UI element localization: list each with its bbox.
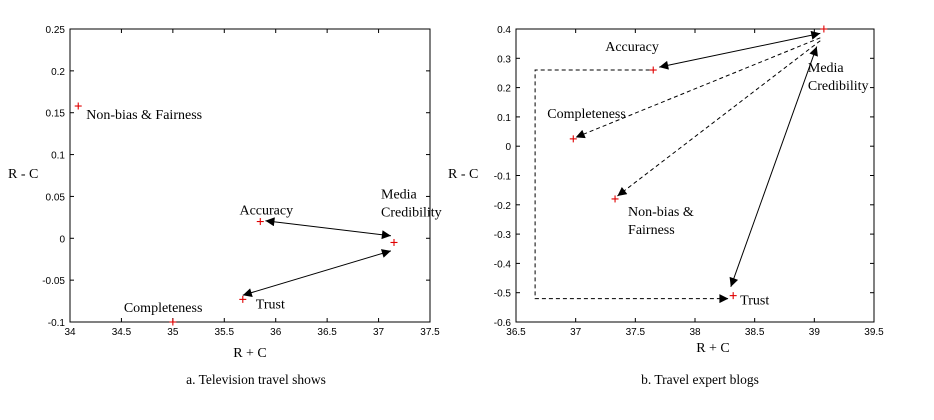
point-label: Trust bbox=[256, 297, 285, 312]
x-axis-label-a: R + C bbox=[233, 346, 267, 361]
x-tick-label: 36 bbox=[270, 327, 282, 338]
y-tick-label: -0.1 bbox=[494, 172, 512, 183]
y-tick-label: -0.4 bbox=[494, 259, 512, 270]
y-tick-label: 0 bbox=[505, 142, 511, 153]
relation-arrow bbox=[265, 217, 391, 240]
point-label: Accuracy bbox=[239, 204, 293, 219]
point-label: Completeness bbox=[547, 107, 626, 122]
y-tick-label: 0.15 bbox=[46, 109, 66, 120]
x-tick-label: 37 bbox=[570, 327, 582, 338]
x-tick-label: 35.5 bbox=[215, 327, 235, 338]
chart-panel-television-travel-shows: 34 34.5 35 35.5 36 36.5 37 37.5 -0.1 -0.05 0 0.05 0.… bbox=[8, 25, 442, 387]
point-label: Accuracy bbox=[605, 40, 659, 55]
y-tick-label: 0.1 bbox=[51, 151, 65, 162]
relation-arrow bbox=[729, 46, 818, 288]
x-tick-label: 35 bbox=[167, 327, 179, 338]
point-label: Media Credibility bbox=[808, 61, 869, 94]
y-tick-label: -0.3 bbox=[494, 230, 512, 241]
data-point bbox=[569, 135, 577, 143]
x-tick-label: 38.5 bbox=[745, 327, 765, 338]
x-tick-label: 36.5 bbox=[506, 327, 526, 338]
y-tick-label: -0.1 bbox=[48, 318, 66, 329]
x-axis-label-b: R + C bbox=[696, 341, 730, 356]
data-point bbox=[820, 25, 828, 33]
x-tick-label: 37.5 bbox=[420, 327, 440, 338]
y-tick-label: 0.2 bbox=[51, 67, 65, 78]
y-tick-label: 0.4 bbox=[497, 25, 511, 36]
y-tick-label: -0.05 bbox=[42, 276, 65, 287]
y-tick-label: 0.05 bbox=[46, 192, 66, 203]
arrows-a bbox=[242, 217, 392, 297]
arrows-b bbox=[534, 30, 821, 304]
relation-arrow bbox=[242, 249, 392, 297]
point-label: Non-bias & Fairness bbox=[86, 108, 202, 123]
y-tick-label: 0.3 bbox=[497, 54, 511, 65]
labels-b: Accuracy Media Credibility Completeness Non-… bbox=[547, 40, 868, 309]
y-tick-label: 0.25 bbox=[46, 25, 66, 36]
y-axis-label-b: R - C bbox=[448, 167, 478, 182]
point-label: Trust bbox=[740, 294, 769, 309]
y-axis-label-a: R - C bbox=[8, 167, 38, 182]
data-point bbox=[390, 238, 398, 246]
x-tick-label: 37.5 bbox=[626, 327, 646, 338]
x-tick-label: 39 bbox=[809, 327, 821, 338]
point-label: Completeness bbox=[124, 301, 203, 316]
data-point bbox=[611, 195, 619, 203]
x-tick-label: 39.5 bbox=[864, 327, 884, 338]
y-tick-label: -0.6 bbox=[494, 318, 512, 329]
relation-arrow bbox=[534, 69, 729, 304]
ticks-a: 34 34.5 35 35.5 36 36.5 37 37.5 -0.1 -0.05 0 0.05 0.… bbox=[42, 25, 440, 338]
x-tick-label: 34.5 bbox=[112, 327, 132, 338]
y-tick-label: 0.1 bbox=[497, 113, 511, 124]
y-tick-label: -0.5 bbox=[494, 289, 512, 300]
labels-a: Non-bias & Fairness Accuracy Media Credibil… bbox=[86, 108, 441, 316]
x-tick-label: 34 bbox=[64, 327, 76, 338]
data-point bbox=[239, 295, 247, 303]
data-point bbox=[649, 66, 657, 74]
data-point bbox=[169, 318, 177, 326]
chart-panel-travel-expert-blogs: 36.5 37 37.5 38 38.5 39 39.5 -0.6 -0.5 -0.4 -0.3 -0… bbox=[448, 25, 884, 387]
x-tick-label: 36.5 bbox=[317, 327, 337, 338]
plot-area-a bbox=[69, 28, 431, 323]
caption-b: b. Travel expert blogs bbox=[641, 372, 759, 387]
point-label: Non-bias & Fairness bbox=[628, 205, 694, 238]
data-point bbox=[729, 292, 737, 300]
caption-a: a. Television travel shows bbox=[186, 372, 326, 387]
y-tick-label: -0.2 bbox=[494, 201, 512, 212]
y-tick-label: 0.2 bbox=[497, 84, 511, 95]
points-a bbox=[74, 102, 398, 326]
point-label: Media Credibility bbox=[381, 187, 442, 220]
points-b bbox=[569, 25, 828, 300]
data-point bbox=[74, 102, 82, 110]
data-point bbox=[256, 218, 264, 226]
y-tick-label: 0 bbox=[59, 234, 65, 245]
x-tick-label: 38 bbox=[689, 327, 701, 338]
x-tick-label: 37 bbox=[373, 327, 385, 338]
